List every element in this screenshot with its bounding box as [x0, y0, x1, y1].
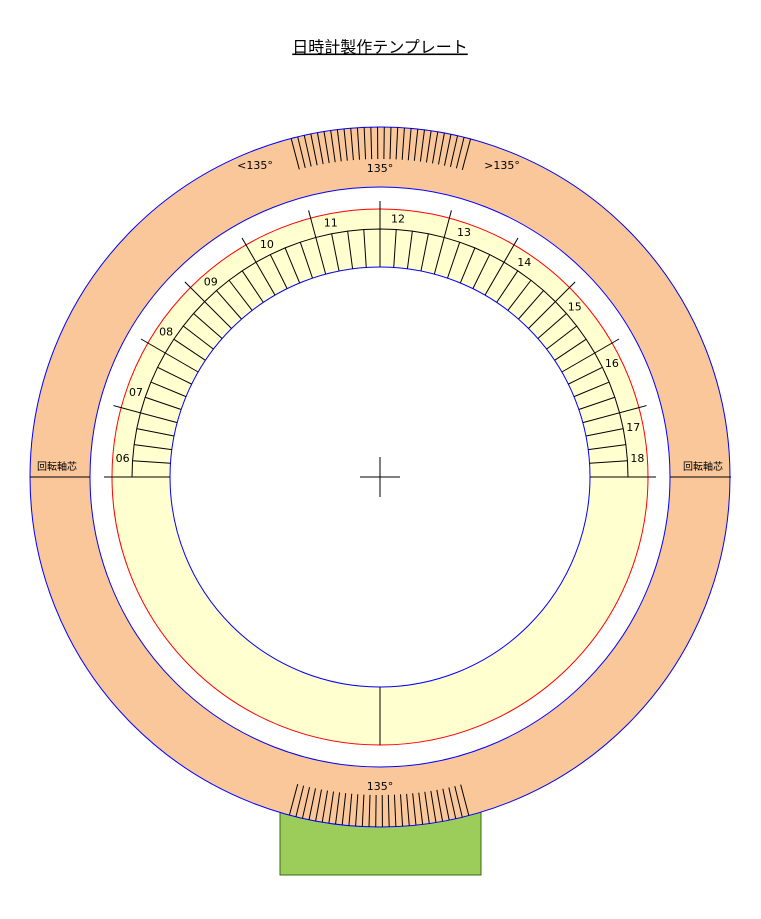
hour-label: 15	[568, 301, 582, 314]
hour-label: 12	[391, 213, 405, 226]
ring-label: >135°	[484, 159, 520, 172]
ring-label: <135°	[237, 159, 273, 172]
hour-label: 08	[159, 326, 173, 339]
hour-label: 17	[626, 421, 640, 434]
axis-label: 回転軸芯	[683, 460, 723, 473]
hour-label: 13	[457, 226, 471, 239]
hour-label: 07	[129, 386, 143, 399]
hour-label: 16	[605, 357, 619, 370]
hour-label: 18	[630, 452, 644, 465]
axis-label: 回転軸芯	[37, 460, 77, 473]
hour-label: 10	[260, 238, 274, 251]
hour-label: 11	[324, 217, 338, 230]
hour-label: 14	[517, 256, 531, 269]
hour-label: 06	[116, 452, 130, 465]
title: 日時計製作テンプレート	[292, 38, 468, 57]
hour-label: 09	[204, 275, 218, 288]
ring-label: 135°	[367, 780, 394, 793]
ring-label: 135°	[367, 162, 394, 175]
